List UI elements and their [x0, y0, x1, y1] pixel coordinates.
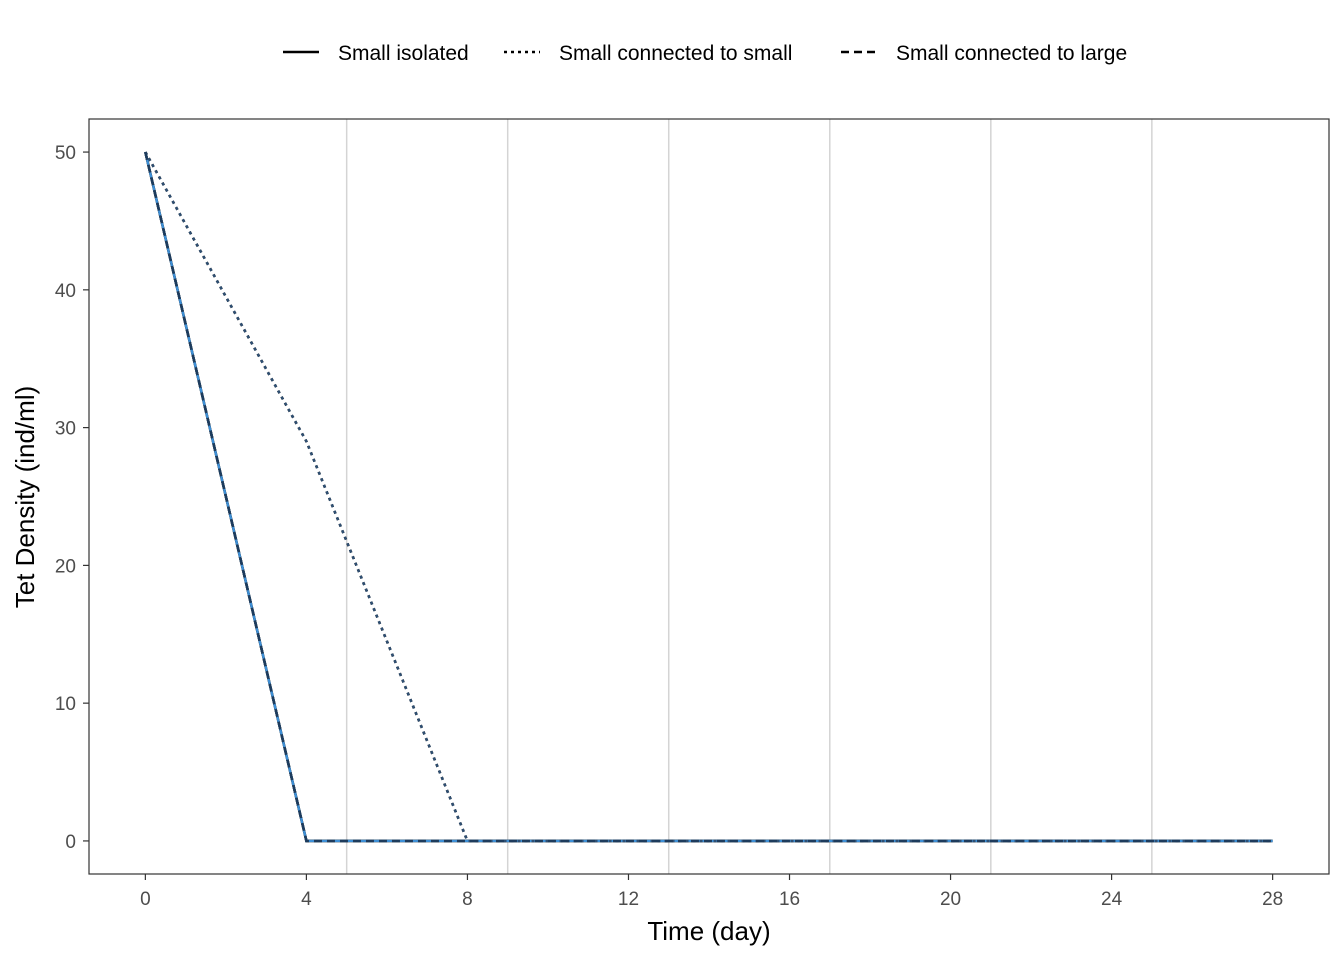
x-tick-label-6: 24 [1101, 889, 1123, 910]
x-axis-title: Time (day) [647, 916, 770, 946]
y-axis: 0 10 20 30 40 50 [55, 143, 89, 853]
y-tick-label-4: 40 [55, 281, 76, 302]
x-tick-label-5: 20 [940, 889, 961, 910]
series-lines [144, 151, 1273, 843]
legend: Small isolated Small connected to small Sm… [283, 42, 1127, 65]
legend-label-1: Small connected to small [559, 42, 792, 65]
x-tick-label-0: 0 [140, 889, 151, 910]
y-tick-label-2: 20 [55, 556, 76, 577]
colored-line-2 [144, 151, 1273, 843]
legend-item-1: Small connected to small [504, 42, 792, 65]
x-tick-label-1: 4 [301, 889, 312, 910]
legend-item-2: Small connected to large [841, 42, 1127, 65]
x-tick-label-4: 16 [779, 889, 800, 910]
x-tick-label-3: 12 [618, 889, 639, 910]
y-tick-label-1: 10 [55, 694, 76, 715]
y-tick-label-0: 0 [65, 832, 76, 853]
legend-label-2: Small connected to large [896, 42, 1127, 65]
plot-panel-border [88, 118, 1330, 875]
x-tick-label-2: 8 [462, 889, 473, 910]
x-tick-label-7: 28 [1262, 889, 1283, 910]
y-axis-title: Tet Density (ind/ml) [10, 386, 40, 609]
x-axis: 0 4 8 12 16 20 24 28 [140, 874, 1283, 910]
legend-label-0: Small isolated [338, 42, 469, 65]
y-tick-label-3: 30 [55, 419, 76, 440]
y-tick-label-5: 50 [55, 143, 76, 164]
vertical-reference-lines [345, 119, 1153, 874]
legend-item-0: Small isolated [283, 42, 469, 65]
